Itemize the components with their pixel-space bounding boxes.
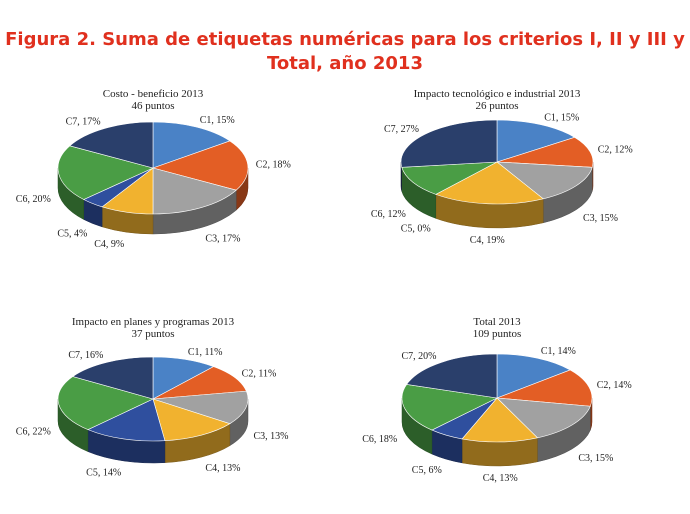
slice-label-c1: C1, 15%	[544, 112, 579, 123]
slice-label-c4: C4, 13%	[483, 473, 518, 484]
slice-c1	[152, 121, 231, 169]
slice-c6	[401, 161, 498, 195]
slice-c2	[151, 140, 249, 191]
slice-label-c6: C6, 20%	[16, 194, 51, 205]
slice-label-c4: C4, 19%	[470, 235, 505, 246]
slice-c7	[69, 121, 154, 169]
chart-subtitle: 37 puntos	[131, 328, 174, 340]
chart-subtitle: 109 puntos	[473, 328, 522, 340]
slice-c7	[406, 353, 498, 399]
slice-label-c5: C5, 4%	[57, 229, 87, 240]
figure-title-line-1: Figura 2. Suma de etiquetas numéricas pa…	[5, 29, 685, 50]
slice-label-c3: C3, 13%	[254, 431, 289, 442]
slice-label-c1: C1, 15%	[200, 115, 235, 126]
slice-c5	[87, 398, 166, 442]
chart-subtitle: 26 puntos	[475, 100, 518, 112]
slice-c3	[152, 390, 249, 425]
slice-label-c3: C3, 15%	[578, 453, 613, 464]
slice-label-c5: C5, 0%	[401, 224, 431, 235]
slice-label-c4: C4, 9%	[94, 239, 124, 250]
slice-label-c5: C5, 6%	[412, 465, 442, 476]
slice-label-c5: C5, 14%	[86, 468, 121, 479]
slice-label-c6: C6, 22%	[16, 426, 51, 437]
slice-c4	[152, 398, 231, 441]
slice-label-c2: C2, 14%	[597, 380, 632, 391]
slice-c3	[152, 167, 237, 215]
slice-label-c7: C7, 16%	[68, 350, 103, 361]
chart-title: Costo - beneficio 2013	[103, 88, 204, 100]
slice-c7	[400, 119, 498, 168]
slice-label-c1: C1, 11%	[188, 347, 223, 358]
slice-label-c2: C2, 18%	[256, 160, 291, 171]
slice-label-c7: C7, 17%	[66, 117, 101, 128]
slice-c4	[435, 161, 544, 205]
slice-label-c3: C3, 17%	[205, 233, 240, 244]
slice-label-c6: C6, 18%	[362, 434, 397, 445]
figure-title-line-2: Total, año 2013	[267, 53, 423, 74]
slice-c1	[496, 119, 576, 163]
slice-c2	[496, 136, 594, 168]
slice-c1	[152, 356, 215, 400]
slice-c6	[401, 384, 498, 431]
chart-title: Impacto en planes y programas 2013	[72, 316, 235, 328]
slice-label-c2: C2, 11%	[242, 369, 277, 380]
slice-label-c2: C2, 12%	[598, 145, 633, 156]
slice-c1	[496, 353, 571, 399]
slice-c3	[496, 397, 591, 439]
slice-c6	[57, 376, 154, 430]
slice-c2	[152, 366, 247, 400]
slice-label-c4: C4, 13%	[205, 463, 240, 474]
slice-label-c3: C3, 15%	[583, 213, 618, 224]
slice-label-c6: C6, 12%	[371, 209, 406, 220]
chart-subtitle: 46 puntos	[131, 100, 174, 112]
slice-label-c7: C7, 20%	[401, 351, 436, 362]
slice-label-c1: C1, 14%	[541, 346, 576, 357]
slice-c3	[496, 161, 593, 200]
slice-c4	[461, 397, 539, 443]
pie-chart-2: Impacto tecnológico e industrial 201326 …	[371, 88, 633, 246]
slice-label-c7: C7, 27%	[384, 124, 419, 135]
chart-title: Impacto tecnológico e industrial 2013	[414, 88, 581, 100]
slice-c7	[72, 356, 154, 400]
slice-c6	[57, 145, 154, 200]
slice-c2	[496, 369, 593, 407]
chart-title: Total 2013	[473, 316, 521, 328]
figure-title: Figura 2. Suma de etiquetas numéricas pa…	[0, 28, 690, 76]
